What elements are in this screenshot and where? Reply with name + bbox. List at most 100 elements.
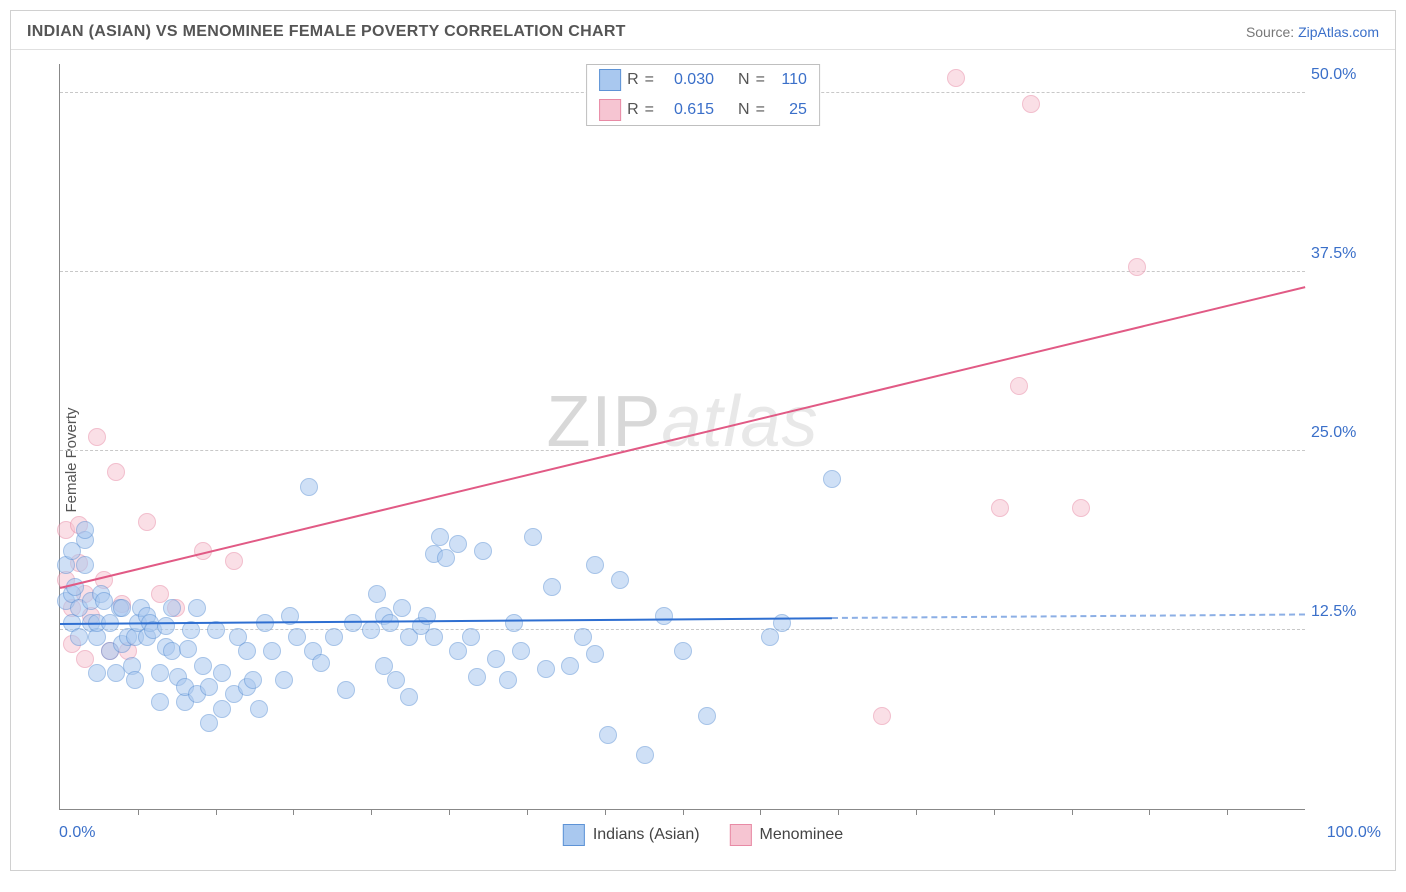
indians-point	[773, 614, 791, 632]
r-value-menominee: 0.615	[660, 101, 714, 119]
indians-point	[462, 628, 480, 646]
x-minor-tick	[293, 809, 294, 815]
indians-point	[400, 688, 418, 706]
indians-point	[300, 478, 318, 496]
indians-point	[362, 621, 380, 639]
legend-swatch-menominee	[599, 99, 621, 121]
plot-area: ZIPatlas 12.5%25.0%37.5%50.0%	[59, 64, 1305, 810]
indians-point	[151, 693, 169, 711]
gridline	[60, 271, 1305, 272]
indians-point	[761, 628, 779, 646]
series-legend: Indians (Asian) Menominee	[563, 824, 843, 846]
legend-swatch-indians	[599, 69, 621, 91]
indians-point	[387, 671, 405, 689]
x-tick-min: 0.0%	[59, 824, 95, 842]
indians-point	[244, 671, 262, 689]
x-minor-tick	[838, 809, 839, 815]
x-minor-tick	[916, 809, 917, 815]
chart-title: INDIAN (ASIAN) VS MENOMINEE FEMALE POVER…	[27, 23, 626, 41]
indians-point	[499, 671, 517, 689]
indians-point	[381, 614, 399, 632]
indians-point	[325, 628, 343, 646]
indians-point	[188, 599, 206, 617]
indians-point	[263, 642, 281, 660]
correlation-legend: R = 0.030 N = 110 R = 0.615 N = 25	[586, 64, 820, 126]
indians-point	[586, 556, 604, 574]
indians-point	[179, 640, 197, 658]
indians-point	[163, 599, 181, 617]
indians-point	[200, 714, 218, 732]
indians-point	[151, 664, 169, 682]
menominee-point	[1010, 377, 1028, 395]
menominee-point	[1072, 499, 1090, 517]
n-value-indians: 110	[771, 71, 807, 89]
menominee-point	[225, 552, 243, 570]
x-minor-tick	[371, 809, 372, 815]
x-minor-tick	[1227, 809, 1228, 815]
x-minor-tick	[605, 809, 606, 815]
indians-point	[823, 470, 841, 488]
indians-point	[425, 628, 443, 646]
indians-point	[238, 642, 256, 660]
indians-point	[537, 660, 555, 678]
menominee-point	[873, 707, 891, 725]
x-minor-tick	[683, 809, 684, 815]
menominee-point	[107, 463, 125, 481]
indians-point	[611, 571, 629, 589]
legend-swatch-menominee-icon	[730, 824, 752, 846]
gridline	[60, 450, 1305, 451]
indians-point	[599, 726, 617, 744]
indians-point	[574, 628, 592, 646]
legend-swatch-indians-icon	[563, 824, 585, 846]
indians-point	[250, 700, 268, 718]
source-link[interactable]: ZipAtlas.com	[1298, 24, 1379, 40]
n-value-menominee: 25	[771, 101, 807, 119]
y-tick-label: 12.5%	[1311, 603, 1387, 621]
y-tick-label: 25.0%	[1311, 424, 1387, 442]
menominee-trendline	[60, 286, 1305, 589]
indians-point	[512, 642, 530, 660]
menominee-point	[138, 513, 156, 531]
indians-point	[487, 650, 505, 668]
menominee-point	[88, 428, 106, 446]
indians-point	[70, 628, 88, 646]
indians-point	[393, 599, 411, 617]
legend-item-menominee: Menominee	[730, 824, 844, 846]
indians-point	[468, 668, 486, 686]
x-minor-tick	[1149, 809, 1150, 815]
indians-point	[213, 700, 231, 718]
indians-point	[636, 746, 654, 764]
indians-point	[157, 617, 175, 635]
menominee-point	[947, 69, 965, 87]
indians-point	[561, 657, 579, 675]
chart-container: INDIAN (ASIAN) VS MENOMINEE FEMALE POVER…	[10, 10, 1396, 871]
legend-item-indians: Indians (Asian)	[563, 824, 700, 846]
indians-point	[524, 528, 542, 546]
indians-point	[449, 642, 467, 660]
indians-point	[674, 642, 692, 660]
indians-point	[337, 681, 355, 699]
indians-point	[437, 549, 455, 567]
indians-point	[275, 671, 293, 689]
y-tick-label: 37.5%	[1311, 245, 1387, 263]
legend-row-menominee: R = 0.615 N = 25	[587, 95, 819, 125]
chart-area: Female Poverty ZIPatlas 12.5%25.0%37.5%5…	[11, 50, 1395, 870]
indians-point	[449, 535, 467, 553]
indians-point	[76, 556, 94, 574]
indians-trendline-extrapolated	[832, 614, 1305, 620]
menominee-point	[1022, 95, 1040, 113]
indians-point	[163, 642, 181, 660]
y-tick-label: 50.0%	[1311, 66, 1387, 84]
indians-point	[543, 578, 561, 596]
indians-point	[288, 628, 306, 646]
indians-point	[88, 664, 106, 682]
indians-point	[200, 678, 218, 696]
legend-row-indians: R = 0.030 N = 110	[587, 65, 819, 95]
indians-point	[431, 528, 449, 546]
x-minor-tick	[760, 809, 761, 815]
x-minor-tick	[994, 809, 995, 815]
indians-point	[505, 614, 523, 632]
indians-point	[126, 671, 144, 689]
r-value-indians: 0.030	[660, 71, 714, 89]
indians-point	[213, 664, 231, 682]
